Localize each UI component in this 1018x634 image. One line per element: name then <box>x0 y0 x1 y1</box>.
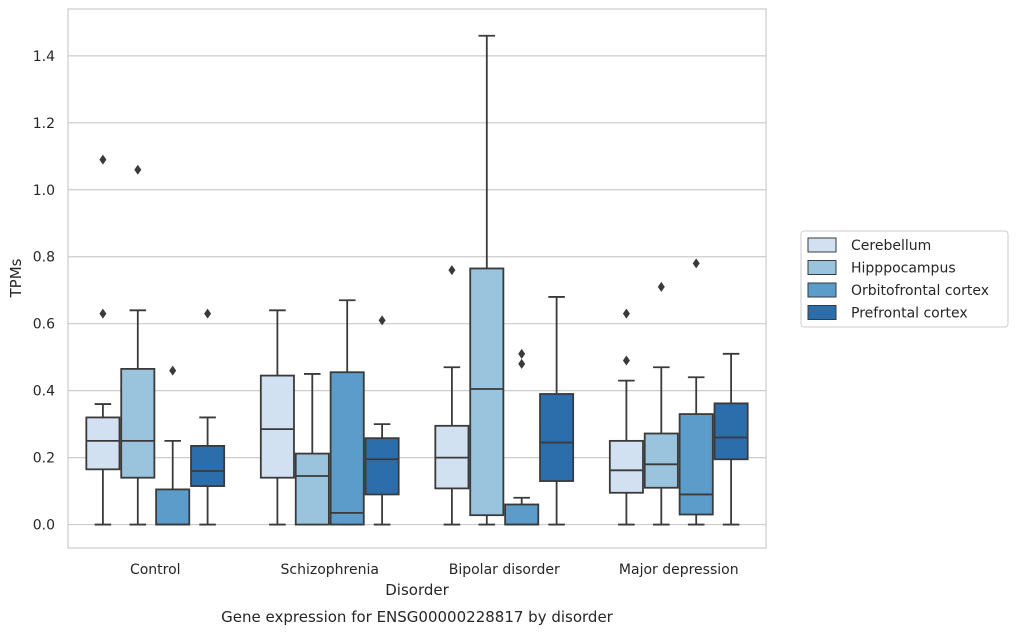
legend-swatch <box>807 260 837 275</box>
box-hipppocampus <box>643 281 679 526</box>
y-tick-label: 1.2 <box>33 116 55 132</box>
legend-label: Cerebellum <box>851 238 931 254</box>
box-cerebellum <box>85 154 121 526</box>
outlier-point <box>622 355 630 366</box>
legend-items: Cerebellum Hipppocampus Orbitofrontal cort… <box>807 237 989 322</box>
legend-label: Prefrontal cortex <box>851 306 968 322</box>
figure-caption: Gene expression for ENSG00000228817 by d… <box>221 608 614 626</box>
box-cerebellum <box>434 265 470 526</box>
y-tick-label: 0.4 <box>33 384 55 400</box>
box-orbitofrontal-cortex <box>678 258 714 526</box>
box-orbitofrontal-cortex <box>329 299 365 526</box>
outlier-point <box>657 281 665 292</box>
box-cerebellum <box>259 309 295 526</box>
box-prefrontal-cortex <box>539 296 575 526</box>
iqr-box <box>713 402 749 461</box>
iqr-box <box>643 432 679 489</box>
x-tick-label: Bipolar disorder <box>449 562 560 578</box>
box-hipppocampus <box>469 34 505 526</box>
iqr-box <box>539 393 575 482</box>
outlier-point <box>169 365 177 376</box>
legend-swatch <box>807 305 837 320</box>
iqr-box <box>155 488 191 526</box>
outlier-point <box>134 164 142 175</box>
legend: Cerebellum Hipppocampus Orbitofrontal cort… <box>800 230 1009 328</box>
iqr-box <box>364 437 400 496</box>
box-hipppocampus <box>294 373 330 526</box>
legend-swatch <box>807 282 837 298</box>
iqr-box <box>469 267 505 517</box>
y-tick-labels: 0.0 0.2 0.4 0.6 0.8 1.0 1.2 1.4 <box>33 49 55 534</box>
outlier-point <box>622 308 630 319</box>
iqr-box <box>190 444 226 487</box>
outlier-point <box>692 258 700 269</box>
x-tick-label: Major depression <box>619 562 739 578</box>
box-series <box>85 34 749 526</box>
x-axis-title: Disorder <box>385 581 449 599</box>
box-hipppocampus <box>120 164 156 526</box>
y-axis-title: TPMs <box>7 258 25 298</box>
iqr-box <box>504 503 540 526</box>
outlier-point <box>518 358 526 369</box>
x-tick-label: Control <box>130 562 181 578</box>
x-tick-labels: Control Schizophrenia Bipolar disorder Majo… <box>130 562 739 578</box>
box-prefrontal-cortex <box>713 352 749 526</box>
box-orbitofrontal-cortex <box>504 348 540 526</box>
iqr-box <box>329 371 365 526</box>
outlier-point <box>99 154 107 165</box>
box-orbitofrontal-cortex <box>155 365 191 526</box>
outlier-point <box>204 308 212 319</box>
outlier-point <box>99 308 107 319</box>
box-prefrontal-cortex <box>364 315 400 526</box>
outlier-point <box>518 348 526 359</box>
outlier-point <box>378 315 386 326</box>
x-tick-label: Schizophrenia <box>281 562 379 578</box>
iqr-box <box>608 439 644 494</box>
box-prefrontal-cortex <box>190 308 226 526</box>
legend-frame <box>800 230 1009 328</box>
outlier-point <box>448 265 456 276</box>
legend-label: Hipppocampus <box>851 261 956 277</box>
iqr-box <box>85 416 121 471</box>
iqr-box <box>120 367 156 479</box>
box-cerebellum <box>608 308 644 526</box>
iqr-box <box>678 413 714 516</box>
y-tick-label: 0.6 <box>33 317 55 333</box>
y-tick-label: 1.4 <box>33 49 55 65</box>
legend-label: Orbitofrontal cortex <box>851 283 989 299</box>
plot-frame <box>67 8 767 549</box>
y-tick-label: 1.0 <box>33 183 55 199</box>
legend-swatch <box>807 237 837 253</box>
y-tick-label: 0.0 <box>33 518 55 534</box>
iqr-box <box>294 452 330 526</box>
iqr-box <box>259 374 295 479</box>
y-tick-label: 0.2 <box>33 451 55 467</box>
y-tick-label: 0.8 <box>33 250 55 266</box>
